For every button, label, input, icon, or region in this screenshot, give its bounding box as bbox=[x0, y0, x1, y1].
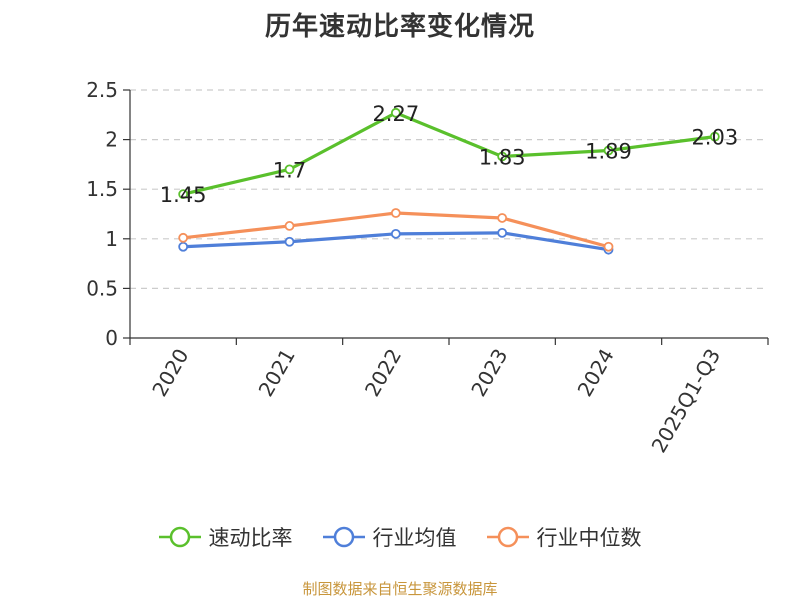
legend-item[interactable]: 行业中位数 bbox=[486, 522, 642, 552]
x-tick-label: 2023 bbox=[466, 344, 512, 400]
data-label: 1.45 bbox=[160, 183, 207, 207]
x-tick-label: 2022 bbox=[360, 345, 406, 401]
data-point bbox=[390, 107, 401, 118]
data-point bbox=[390, 228, 401, 239]
data-point bbox=[709, 131, 720, 142]
grid-lines bbox=[130, 89, 768, 289]
series-lines bbox=[178, 107, 720, 255]
data-point bbox=[178, 232, 189, 243]
legend-marker-icon bbox=[486, 526, 529, 548]
data-point bbox=[603, 241, 614, 252]
legend-item[interactable]: 速动比率 bbox=[158, 522, 293, 552]
data-point bbox=[178, 189, 189, 200]
y-tick-label: 2 bbox=[105, 128, 118, 152]
legend-label: 行业均值 bbox=[372, 526, 457, 550]
x-tick-label: 2021 bbox=[254, 345, 300, 401]
legend: 速动比率 行业均值 行业中位数 bbox=[0, 520, 800, 554]
legend-marker-icon bbox=[158, 526, 201, 548]
data-point bbox=[284, 236, 295, 247]
data-point bbox=[178, 241, 189, 252]
data-label: 1.7 bbox=[273, 158, 306, 182]
data-point bbox=[284, 164, 295, 175]
y-tick-label: 0.5 bbox=[86, 276, 118, 300]
legend-item[interactable]: 行业均值 bbox=[322, 522, 457, 552]
data-point bbox=[603, 145, 614, 156]
data-label: 1.83 bbox=[479, 145, 526, 169]
series-line bbox=[181, 111, 717, 196]
data-label: 1.89 bbox=[585, 140, 632, 164]
x-tick-label: 2020 bbox=[147, 345, 193, 401]
y-tick-label: 1.5 bbox=[86, 177, 118, 201]
data-point bbox=[497, 151, 508, 162]
legend-label: 行业中位数 bbox=[536, 526, 642, 550]
chart-title: 历年速动比率变化情况 bbox=[264, 12, 535, 42]
y-tick-label: 1 bbox=[105, 227, 118, 251]
data-labels: 1.45 1.7 2.27 1.83 1.89 2.03 bbox=[160, 102, 738, 207]
x-tick-label: 2025Q1-Q3 bbox=[646, 345, 725, 457]
y-tick-label: 2.5 bbox=[86, 78, 118, 102]
data-label: 2.27 bbox=[372, 102, 419, 126]
data-point bbox=[390, 208, 401, 218]
data-point bbox=[284, 221, 295, 231]
x-tick-label: 2024 bbox=[573, 345, 619, 401]
legend-marker-icon bbox=[322, 526, 365, 548]
data-point bbox=[497, 227, 508, 238]
y-tick-label: 0 bbox=[105, 326, 118, 350]
data-label: 2.03 bbox=[691, 126, 738, 150]
axes: 0 0.5 1 1.5 2 2.5 2020 2021 2022 2023 2024 2025Q1-Q… bbox=[86, 78, 769, 457]
data-point bbox=[497, 213, 508, 223]
source-note: 制图数据来自恒生聚源数据库 bbox=[302, 580, 498, 598]
legend-label: 速动比率 bbox=[208, 526, 293, 550]
